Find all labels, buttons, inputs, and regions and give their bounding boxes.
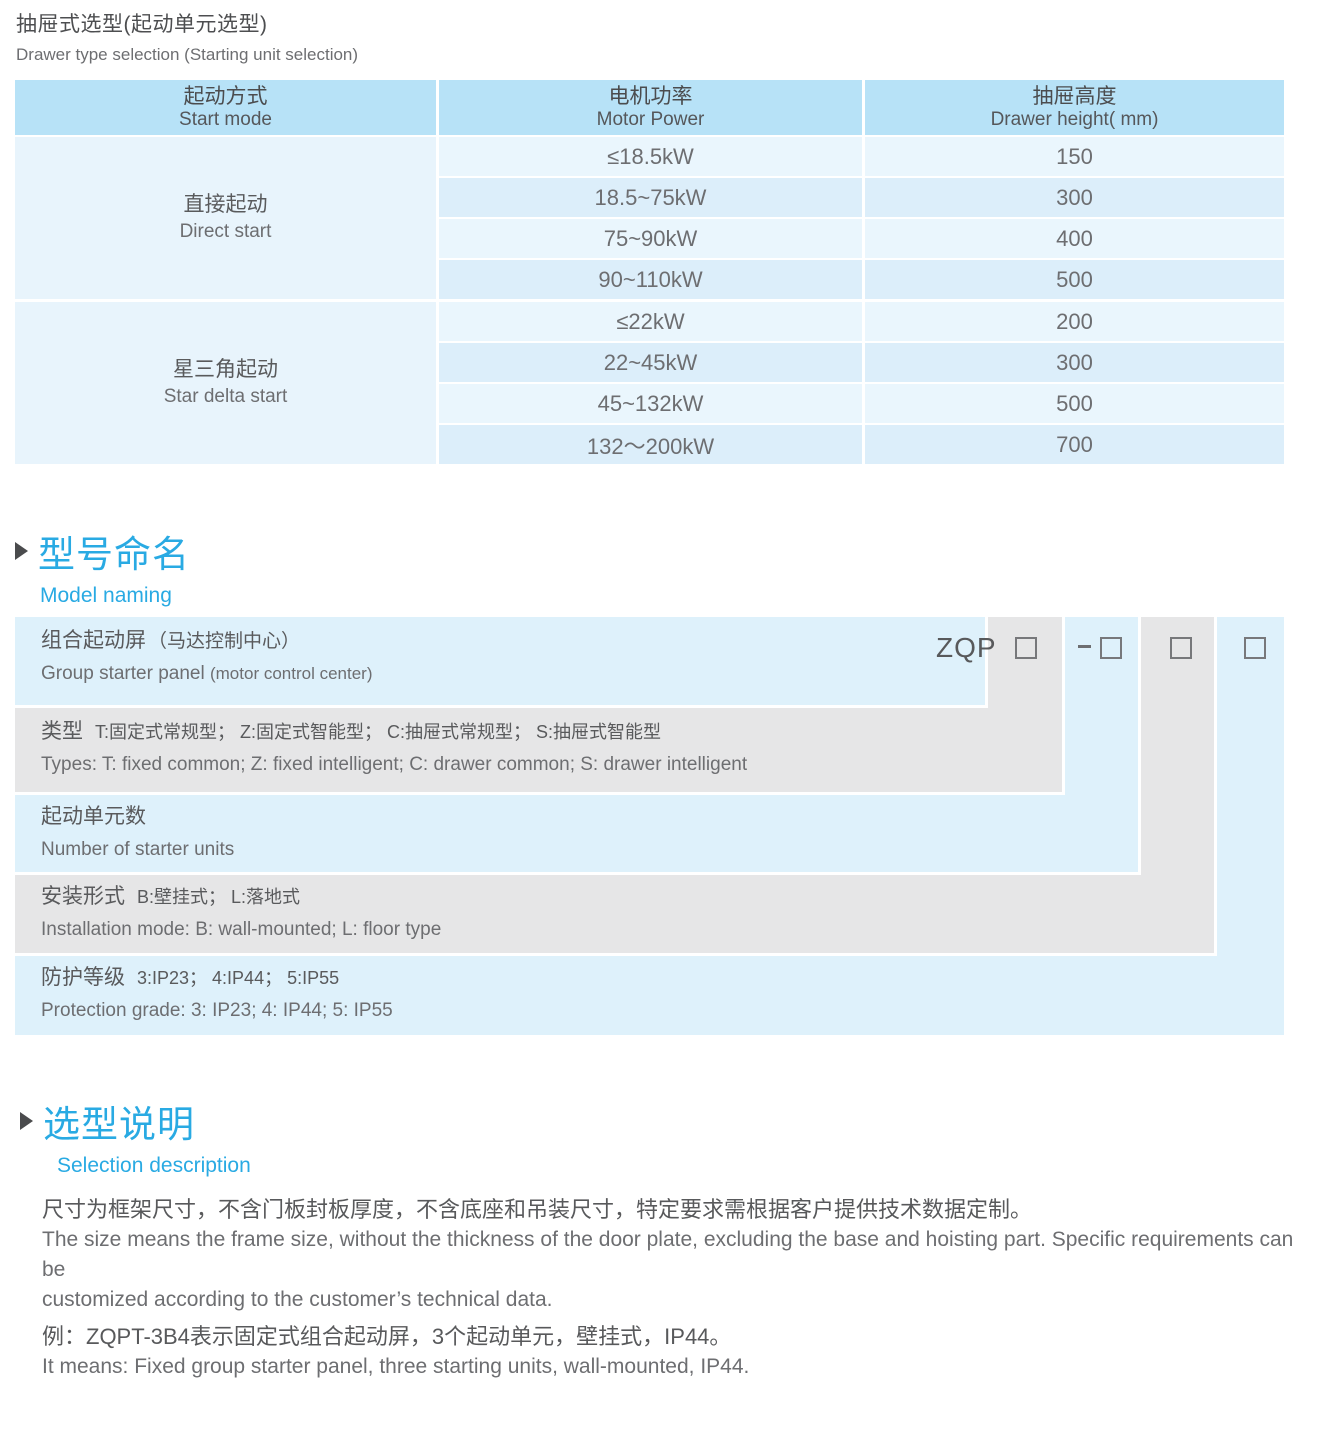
drawer-height-cell: 150: [865, 137, 1284, 176]
column-header-zh: 起动方式: [183, 84, 268, 108]
column-header-zh: 电机功率: [608, 84, 693, 108]
column-header-en: Start mode: [179, 108, 272, 130]
drawer-height-cell: 500: [865, 384, 1284, 423]
start-mode-cell: 直接起动 Direct start: [15, 137, 436, 299]
column-header-en: Motor Power: [596, 108, 705, 130]
table-row: 90~110kW 500: [439, 260, 1284, 299]
start-mode-en: Star delta start: [163, 386, 288, 408]
section-title-en: Selection description: [57, 1154, 251, 1177]
motor-power-cell: 45~132kW: [439, 384, 862, 423]
motor-power-cell: 90~110kW: [439, 260, 862, 299]
page-header: 抽屉式选型(起动单元选型) Drawer type selection (Sta…: [16, 8, 358, 65]
model-row-installation-mode: 安装形式 B:壁挂式； L:落地式 Installation mode: B: w…: [15, 875, 1214, 953]
row-label-en: Group starter panel: [41, 663, 205, 685]
model-row-protection-grade: 防护等级 3:IP23； 4:IP44； 5:IP55 Protection gr…: [15, 956, 1284, 1035]
drawer-height-cell: 700: [865, 425, 1284, 464]
drawer-selection-table: 起动方式 Start mode 电机功率 Motor Power 抽屉高度 Dr…: [15, 80, 1284, 464]
description-example-en: It means: Fixed group starter panel, thr…: [42, 1355, 750, 1378]
motor-power-cell: 75~90kW: [439, 219, 862, 258]
description-line-zh: 尺寸为框架尺寸，不含门板封板厚度，不含底座和吊装尺寸，特定要求需根据客户提供技术…: [42, 1197, 1033, 1222]
row-note-zh: T:固定式常规型； Z:固定式智能型； C:抽屉式常规型； S:抽屉式智能型: [95, 722, 662, 742]
triangle-bullet-icon: [15, 542, 28, 560]
row-note-zh: （马达控制中心）: [148, 631, 301, 652]
model-code-box-unit-count: [1100, 637, 1122, 659]
page-title: 抽屉式选型(起动单元选型): [16, 13, 268, 36]
model-code-dash: [1078, 645, 1091, 648]
table-row: 18.5~75kW 300: [439, 178, 1284, 217]
section-title-en: Model naming: [40, 584, 172, 607]
table-row: 22~45kW 300: [439, 343, 1284, 382]
table-row: 45~132kW 500: [439, 384, 1284, 423]
row-label-en: Types: T: fixed common; Z: fixed intelli…: [41, 754, 748, 776]
model-code-box-protection: [1244, 637, 1266, 659]
drawer-height-cell: 300: [865, 343, 1284, 382]
table-row: 132～200kW 700: [439, 425, 1284, 464]
row-note-zh: 3:IP23； 4:IP44； 5:IP55: [137, 968, 340, 988]
motor-power-cell: ≤18.5kW: [439, 137, 862, 176]
row-label-zh: 类型: [41, 720, 83, 743]
row-note-zh: B:壁挂式； L:落地式: [137, 887, 301, 907]
section-heading-model-naming: 型号命名 Model naming: [15, 524, 190, 608]
column-header-en: Drawer height( mm): [990, 108, 1159, 130]
start-mode-en: Direct start: [179, 221, 272, 243]
row-label-zh: 起动单元数: [41, 805, 146, 828]
motor-power-cell: 132～200kW: [439, 425, 862, 464]
motor-power-cell: 22~45kW: [439, 343, 862, 382]
column-header-start-mode: 起动方式 Start mode: [15, 80, 436, 135]
section-title-zh: 选型说明: [43, 1104, 195, 1145]
row-label-zh: 组合起动屏: [41, 629, 146, 652]
column-header-drawer-height: 抽屉高度 Drawer height( mm): [865, 80, 1284, 135]
triangle-bullet-icon: [20, 1112, 33, 1130]
model-code-box-installation: [1170, 637, 1192, 659]
motor-power-cell: 18.5~75kW: [439, 178, 862, 217]
column-header-motor-power: 电机功率 Motor Power: [439, 80, 862, 135]
table-row: ≤22kW 200: [439, 302, 1284, 341]
column-header-zh: 抽屉高度: [1032, 84, 1117, 108]
row-label-en: Number of starter units: [41, 839, 235, 861]
drawer-height-cell: 500: [865, 260, 1284, 299]
table-body: 直接起动 Direct start ≤18.5kW 150 18.5~75kW …: [15, 137, 1284, 464]
drawer-height-cell: 300: [865, 178, 1284, 217]
model-row-types: 类型 T:固定式常规型； Z:固定式智能型； C:抽屉式常规型； S:抽屉式智能型…: [15, 708, 1062, 792]
description-line-en: The size means the frame size, without t…: [42, 1228, 1294, 1281]
row-label-en: Protection grade: 3: IP23; 4: IP44; 5: I…: [41, 1000, 393, 1022]
selection-description-text: 尺寸为框架尺寸，不含门板封板厚度，不含底座和吊装尺寸，特定要求需根据客户提供技术…: [42, 1194, 1294, 1382]
section-title-zh: 型号命名: [38, 534, 190, 575]
row-label-zh: 防护等级: [41, 966, 125, 989]
row-label-zh: 安装形式: [41, 885, 125, 908]
start-mode-zh: 直接起动: [183, 193, 268, 216]
table-row: 75~90kW 400: [439, 219, 1284, 258]
section-heading-selection-description: 选型说明 Selection description: [15, 1094, 251, 1178]
motor-power-cell: ≤22kW: [439, 302, 862, 341]
model-naming-diagram: 组合起动屏 （马达控制中心） Group starter panel (motor…: [15, 617, 1284, 1035]
description-example-zh: 例：ZQPT-3B4表示固定式组合起动屏，3个起动单元，壁挂式，IP44。: [42, 1324, 732, 1349]
row-note-en: (motor control center): [209, 664, 373, 684]
description-line-en: customized according to the customer’s t…: [42, 1288, 553, 1311]
row-label-en: Installation mode: B: wall-mounted; L: f…: [41, 919, 442, 941]
drawer-height-cell: 400: [865, 219, 1284, 258]
table-row: ≤18.5kW 150: [439, 137, 1284, 176]
model-row-starter-unit-count: 起动单元数 Number of starter units: [15, 795, 1138, 872]
page-subtitle: Drawer type selection (Starting unit sel…: [16, 45, 359, 64]
table-header-row: 起动方式 Start mode 电机功率 Motor Power 抽屉高度 Dr…: [15, 80, 1284, 135]
start-mode-zh: 星三角起动: [173, 358, 278, 381]
table-group-star-delta-start: 星三角起动 Star delta start ≤22kW 200 22~45kW…: [15, 302, 1284, 464]
model-code-prefix: ZQP: [936, 632, 997, 663]
drawer-height-cell: 200: [865, 302, 1284, 341]
model-row-group-starter-panel: 组合起动屏 （马达控制中心） Group starter panel (motor…: [15, 617, 985, 705]
start-mode-cell: 星三角起动 Star delta start: [15, 302, 436, 464]
model-code-box-type: [1015, 637, 1037, 659]
table-group-direct-start: 直接起动 Direct start ≤18.5kW 150 18.5~75kW …: [15, 137, 1284, 299]
